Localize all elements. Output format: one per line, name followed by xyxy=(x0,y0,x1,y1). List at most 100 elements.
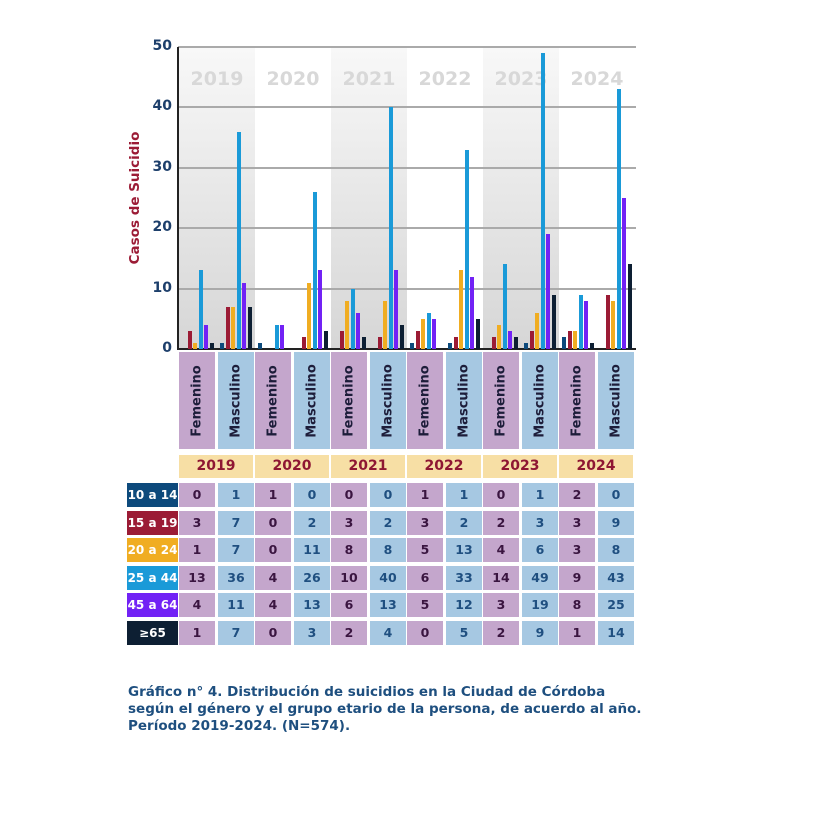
year-label: 2023 xyxy=(483,455,557,478)
year-label: 2019 xyxy=(179,455,253,478)
bar-25-a-44-2019-femenino xyxy=(198,270,203,349)
bar-15-a-19-2020-masculino xyxy=(301,336,306,349)
table-cell: 1 xyxy=(446,483,482,507)
gender-text: Masculino xyxy=(304,363,320,438)
y-tick-label: 50 xyxy=(152,38,172,54)
table-cell: 3 xyxy=(483,593,519,617)
bar-45-a-64-2022-masculino xyxy=(470,276,475,349)
table-cell: 49 xyxy=(522,565,558,590)
table-cell: 0 xyxy=(483,483,519,507)
year-band xyxy=(179,47,255,349)
bar-45-a-64-2020-masculino xyxy=(318,270,323,349)
table-cell: 43 xyxy=(598,565,634,590)
bar-20-a-24-2023-masculino xyxy=(535,312,540,349)
table-cell: 1 xyxy=(179,538,215,562)
year-label: 2020 xyxy=(255,455,329,478)
bar-20-a-24-2023-femenino xyxy=(497,324,502,349)
table-cell: 19 xyxy=(522,593,558,617)
bar-45-a-64-2023-masculino xyxy=(546,234,551,349)
bar-25-a-44-2020-femenino xyxy=(274,324,279,349)
table-cell: 13 xyxy=(179,565,215,590)
bar-20-a-24-2020-masculino xyxy=(307,282,312,349)
bar-10-a-14-2019-masculino xyxy=(220,342,224,349)
table-cell: 3 xyxy=(179,510,215,535)
table-cell: 2 xyxy=(483,620,519,645)
bar-25-a-44-2021-femenino xyxy=(350,288,355,349)
bar-20-a-24-2024-masculino xyxy=(611,300,616,349)
table-cell: 2 xyxy=(294,510,330,535)
row-label-age-group: 20 a 24 xyxy=(127,538,178,562)
gender-text: Masculino xyxy=(532,363,548,438)
row-label-age-group: 25 a 44 xyxy=(127,565,178,590)
bar--65-2019-femenino xyxy=(210,342,214,349)
bar-15-a-19-2019-masculino xyxy=(225,306,230,349)
bar-20-a-24-2021-masculino xyxy=(383,300,388,349)
table-cell: 0 xyxy=(598,483,634,507)
table-cell: 9 xyxy=(522,620,558,645)
bar-25-a-44-2020-masculino xyxy=(312,191,317,349)
table-cell: 6 xyxy=(331,593,367,617)
table-cell: 3 xyxy=(331,510,367,535)
bar--65-2023-femenino xyxy=(514,336,518,349)
bar--65-2019-masculino xyxy=(248,306,252,349)
bar-25-a-44-2022-masculino xyxy=(464,149,469,349)
gender-label-masculino: Masculino xyxy=(218,352,254,449)
gender-label-femenino: Femenino xyxy=(559,352,595,449)
table-cell: 9 xyxy=(559,565,595,590)
gender-text: Masculino xyxy=(380,363,396,438)
bar-10-a-14-2022-femenino xyxy=(410,342,414,349)
table-cell: 10 xyxy=(331,565,367,590)
gender-label-femenino: Femenino xyxy=(407,352,443,449)
table-cell: 8 xyxy=(331,538,367,562)
year-watermark: 2023 xyxy=(494,68,548,90)
table-cell: 7 xyxy=(218,620,254,645)
bar-45-a-64-2021-masculino xyxy=(394,270,399,349)
year-watermark: 2021 xyxy=(342,68,396,90)
table-cell: 3 xyxy=(559,510,595,535)
year-watermark: 2020 xyxy=(266,68,320,90)
table-cell: 1 xyxy=(218,483,254,507)
table-cell: 3 xyxy=(559,538,595,562)
chart-area: 2019 2020 2021 2022 2023 2024 0 10 20 30 40 50 xyxy=(152,38,636,356)
row-label-age-group: ≥65 xyxy=(127,620,178,645)
bar--65-2021-femenino xyxy=(362,336,366,349)
bar-45-a-64-2021-femenino xyxy=(356,312,361,349)
bar-20-a-24-2019-femenino xyxy=(193,342,198,349)
table-cell: 13 xyxy=(370,593,406,617)
gender-label-masculino: Masculino xyxy=(294,352,330,449)
table-cell: 9 xyxy=(598,510,634,535)
table-cell: 0 xyxy=(294,483,330,507)
gender-text: Masculino xyxy=(456,363,472,438)
bar-10-a-14-2023-masculino xyxy=(524,342,528,349)
gender-text: Masculino xyxy=(608,363,624,438)
gender-text: Femenino xyxy=(189,364,205,437)
bar-20-a-24-2024-femenino xyxy=(573,330,578,349)
bar-15-a-19-2021-masculino xyxy=(377,336,382,349)
bar-25-a-44-2024-masculino xyxy=(616,89,621,349)
table-cell: 0 xyxy=(370,483,406,507)
table-cell: 6 xyxy=(522,538,558,562)
gender-text: Masculino xyxy=(228,363,244,438)
table-cell: 8 xyxy=(370,538,406,562)
year-band xyxy=(483,47,559,349)
table-cell: 11 xyxy=(218,593,254,617)
y-tick-label: 40 xyxy=(152,98,172,115)
bar-25-a-44-2023-masculino xyxy=(540,53,545,349)
year-label: 2022 xyxy=(407,455,481,478)
table-cell: 4 xyxy=(483,538,519,562)
table-cell: 13 xyxy=(294,593,330,617)
gridline xyxy=(178,166,636,169)
bar-45-a-64-2019-masculino xyxy=(242,282,247,349)
row-label-age-group: 45 a 64 xyxy=(127,593,178,617)
gridline xyxy=(178,348,636,350)
gridline xyxy=(178,106,636,109)
table-cell: 0 xyxy=(255,620,291,645)
bar-25-a-44-2019-masculino xyxy=(236,131,241,349)
table-cell: 5 xyxy=(407,593,443,617)
table-cell: 3 xyxy=(522,510,558,535)
table-cell: 0 xyxy=(179,483,215,507)
bar-20-a-24-2019-masculino xyxy=(231,306,236,349)
y-axis-label: Casos de Suicidio xyxy=(127,131,143,265)
year-label: 2024 xyxy=(559,455,633,478)
table-cell: 8 xyxy=(559,593,595,617)
